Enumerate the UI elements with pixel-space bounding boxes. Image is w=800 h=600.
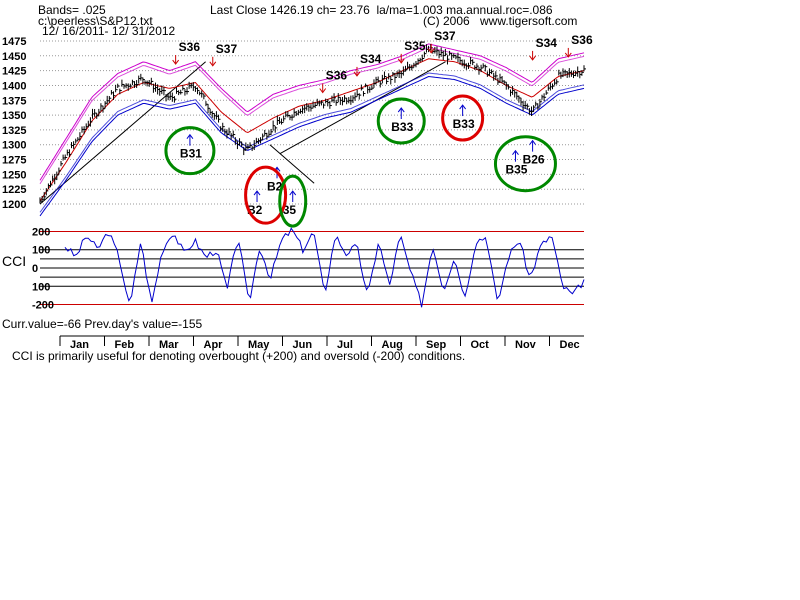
file-path-label: c:\peerless\S&P12.txt — [38, 14, 153, 28]
price-y-tick-label: 1475 — [2, 36, 26, 48]
buy-arrow-head — [186, 133, 194, 140]
trend-line — [279, 61, 446, 155]
price-y-tick-label: 1400 — [2, 80, 26, 92]
sell-arrow-head — [564, 52, 572, 58]
copyright-label: (C) 2006 — [423, 14, 470, 28]
trend-lines — [39, 61, 446, 205]
sell-arrow-head — [319, 88, 327, 94]
cci-y-tick-label: 0 — [32, 263, 38, 275]
website-label: www.tigersoft.com — [480, 14, 578, 28]
cci-panel: CCI 200 100 0 100 -200 — [2, 226, 585, 312]
price-bars — [39, 43, 586, 204]
month-label: Jul — [337, 339, 353, 351]
buy-arrow-head — [397, 107, 405, 113]
buy-signal-label: B33 — [391, 120, 413, 134]
price-y-tick-label: 1300 — [2, 140, 26, 152]
sell-signal-label: S36 — [326, 69, 348, 83]
month-label: Apr — [204, 339, 224, 351]
buy-signal-label: B2 — [267, 179, 283, 193]
sell-signal-label: S35 — [404, 39, 426, 53]
sell-arrow-head — [353, 71, 361, 77]
upper-band-line — [39, 43, 585, 181]
price-y-tick-label: 1200 — [2, 199, 26, 211]
buy-signal-label: 35 — [283, 203, 297, 217]
cci-axis-label: CCI — [2, 253, 26, 269]
price-y-tick-label: 1350 — [2, 110, 26, 122]
month-label: Sep — [426, 339, 446, 351]
signal-circle — [376, 97, 426, 145]
date-range-label: 12/ 16/2011- 12/ 31/2012 — [42, 24, 176, 38]
price-y-tick-label: 1425 — [2, 66, 26, 78]
trend-line — [39, 61, 206, 205]
price-y-tick-label: 1325 — [2, 125, 26, 137]
sell-signal-label: S36 — [571, 33, 593, 47]
sell-arrow-head — [397, 58, 405, 64]
trend-line — [269, 144, 315, 184]
month-label: Oct — [471, 339, 490, 351]
buy-signal-label: B31 — [180, 147, 202, 161]
cci-y-tick-label: 100 — [32, 281, 50, 293]
last-close-label: Last Close 1426.19 ch= 23.76 la/ma=1.003… — [210, 3, 553, 17]
buy-arrow-head — [289, 190, 297, 196]
curr-value-label: Curr.value=-66 Prev.day's value=-155 — [2, 317, 203, 331]
sell-signal-label: S37 — [434, 29, 456, 43]
sell-arrow-head — [427, 48, 435, 54]
sell-signal-label: S34 — [360, 52, 382, 66]
buy-signal-label: B33 — [453, 117, 475, 131]
price-y-tick-label: 1450 — [2, 51, 26, 63]
sell-signal-label: S37 — [216, 42, 238, 56]
cci-y-tick-label: 100 — [32, 245, 50, 257]
bands-label: Bands= .025 — [38, 3, 106, 17]
buy-arrow-head — [459, 104, 467, 110]
signal-circle — [493, 135, 557, 193]
buy-arrow-head — [512, 149, 519, 156]
buy-signal-label: B26 — [523, 153, 545, 167]
buy-arrow-head — [529, 139, 536, 145]
buy-signal-label: B35 — [505, 163, 527, 177]
signal-circle — [244, 165, 288, 225]
month-label: Dec — [560, 339, 580, 351]
upper-band-line-inner — [39, 46, 585, 185]
lower-band-line-inner — [39, 72, 585, 213]
cci-y-tick-label: -200 — [32, 300, 54, 312]
sell-arrow-head — [529, 55, 536, 61]
cci-line — [64, 227, 585, 308]
footer-note: CCI is primarily useful for denoting ove… — [12, 349, 466, 363]
price-y-tick-label: 1275 — [2, 155, 26, 167]
signal-circle — [164, 126, 216, 176]
price-y-tick-label: 1375 — [2, 95, 26, 107]
month-label: Jun — [293, 339, 313, 351]
sell-signal-label: S34 — [536, 36, 558, 50]
month-label: Jan — [70, 339, 89, 351]
lower-band-line — [39, 75, 585, 217]
signal-circles — [164, 94, 557, 228]
price-y-tick-label: 1250 — [2, 169, 26, 181]
month-label: Nov — [515, 339, 537, 351]
cci-y-tick-label: 200 — [32, 226, 50, 238]
price-y-tick-label: 1225 — [2, 184, 26, 196]
signal-circle — [441, 94, 485, 142]
price-y-ticks: 1475 1450 1425 1400 1375 1350 1325 1300 1275 1250… — [2, 36, 26, 211]
buy-arrow-head — [253, 190, 261, 196]
month-label: May — [248, 339, 270, 351]
month-label: Aug — [382, 339, 403, 351]
month-axis: Jan Feb Mar Apr May Jun Jul Aug Sep Oct Nov Dec — [59, 335, 584, 351]
signal-circle — [278, 174, 308, 228]
sell-arrow-head — [209, 61, 217, 67]
month-label: Mar — [159, 339, 179, 351]
sell-signal-label: S36 — [179, 40, 201, 54]
month-label: Feb — [115, 339, 135, 351]
sell-arrow-head — [172, 59, 180, 65]
